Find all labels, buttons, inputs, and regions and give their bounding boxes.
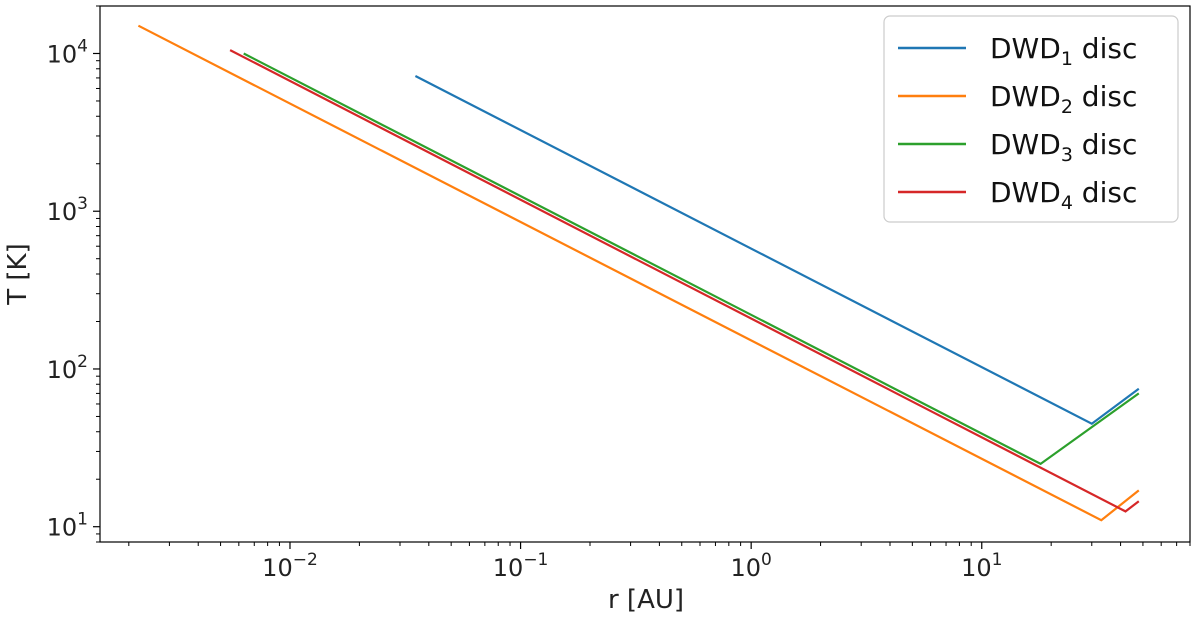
y-tick-label: 101 <box>47 510 88 542</box>
legend-label-dwd2: DWD2 disc <box>990 80 1137 118</box>
series-line-dwd4 <box>229 49 1140 513</box>
y-axis-ticks: 101 102 103 104 <box>47 5 100 543</box>
x-tick-label: 10−2 <box>262 550 318 582</box>
series-line-dwd2 <box>137 24 1140 522</box>
y-tick-label: 104 <box>47 36 88 68</box>
y-axis-label: T [K] <box>3 243 33 305</box>
legend-label-dwd1: DWD1 disc <box>990 32 1137 70</box>
y-tick-label: 103 <box>47 194 88 226</box>
plot-area <box>99 5 1191 543</box>
legend-label-dwd3: DWD3 disc <box>990 128 1137 166</box>
x-tick-label: 100 <box>730 550 771 582</box>
legend-label-dwd4: DWD4 disc <box>990 176 1137 214</box>
series-line-dwd1 <box>414 75 1140 425</box>
x-axis-ticks: 10−2 10−1 100 101 <box>128 542 1191 582</box>
series-line-dwd3 <box>243 52 1140 466</box>
x-tick-label: 101 <box>961 550 1002 582</box>
legend: DWD1 disc DWD2 disc DWD3 disc DWD4 disc <box>883 15 1179 223</box>
legend-box <box>883 15 1179 223</box>
x-tick-label: 10−1 <box>493 550 549 582</box>
y-tick-label: 102 <box>47 352 88 384</box>
x-axis-label: r [AU] <box>608 585 684 615</box>
